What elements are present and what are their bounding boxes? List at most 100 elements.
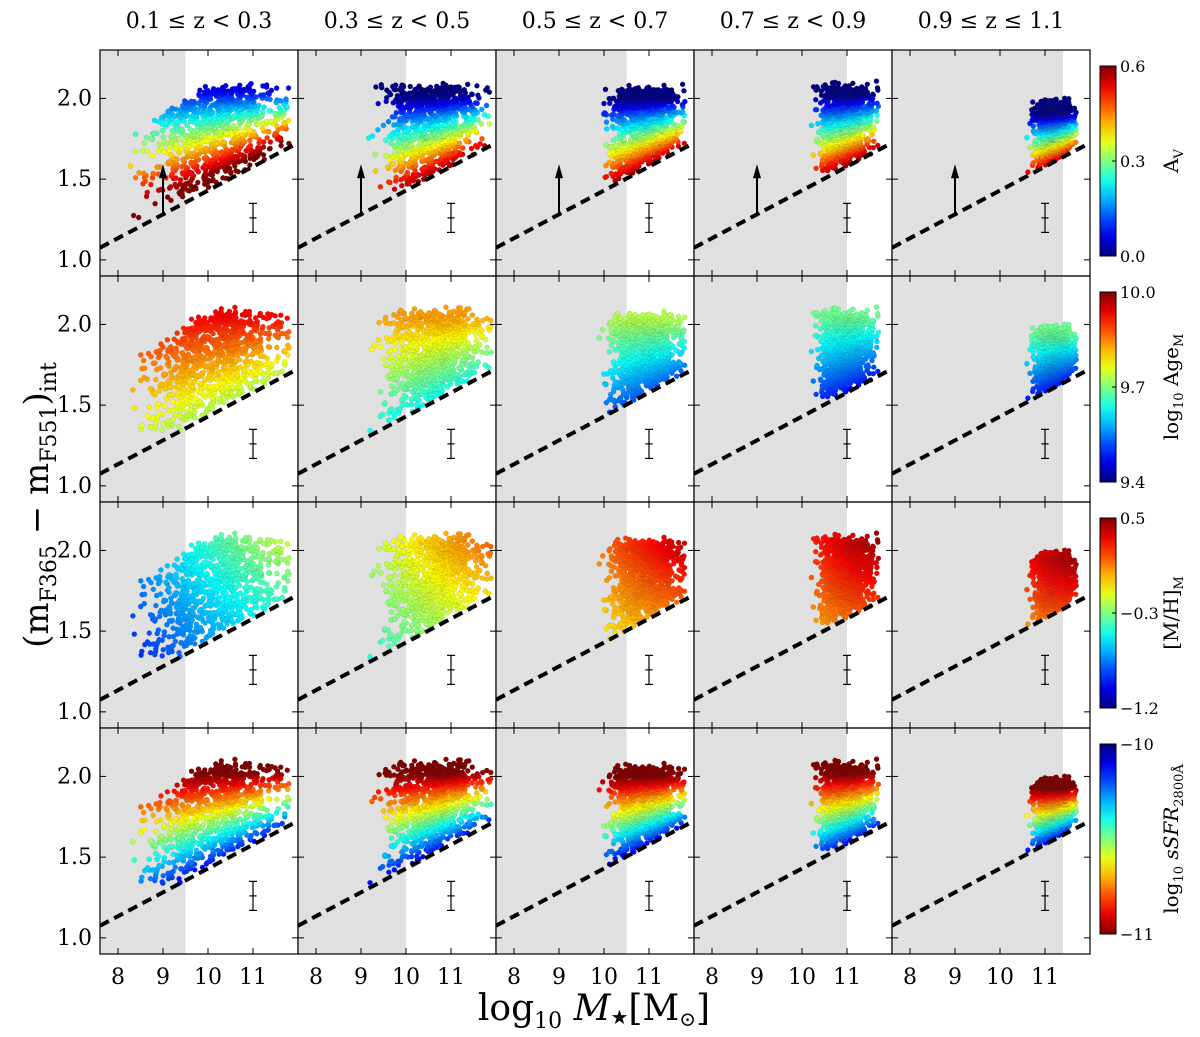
data-point (850, 80, 856, 87)
data-point (427, 84, 434, 90)
data-point (392, 82, 399, 88)
data-point (873, 78, 880, 84)
data-point (210, 85, 217, 92)
data-point (159, 427, 165, 433)
data-point (817, 150, 824, 156)
data-point (875, 142, 881, 149)
data-point (276, 104, 283, 111)
data-point (390, 160, 397, 167)
data-point (148, 181, 154, 188)
data-point (260, 144, 267, 150)
data-point (160, 420, 166, 427)
data-point (391, 186, 398, 192)
data-point (610, 111, 617, 117)
data-point (655, 87, 662, 93)
data-point (874, 118, 880, 125)
data-point (147, 423, 154, 430)
data-point (146, 404, 153, 410)
data-point (130, 212, 137, 219)
data-point (187, 407, 193, 413)
data-point (153, 376, 159, 383)
data-point (197, 87, 203, 93)
data-point (645, 84, 652, 90)
data-point (1030, 128, 1037, 134)
data-point (619, 86, 625, 93)
scatter-points (808, 78, 882, 174)
data-point (1032, 138, 1039, 144)
data-point (378, 81, 385, 88)
data-point (176, 423, 182, 430)
data-point (220, 175, 226, 181)
scatter-points (600, 81, 688, 184)
data-point (854, 85, 860, 92)
data-point (609, 123, 616, 130)
data-point (161, 403, 168, 409)
panel-plot-area (100, 276, 298, 502)
data-point (139, 422, 145, 429)
data-point (177, 177, 184, 183)
data-point (273, 370, 279, 376)
data-point (814, 136, 820, 143)
data-point (187, 169, 193, 175)
data-point (382, 137, 389, 144)
data-point (170, 399, 176, 405)
data-point (417, 140, 423, 146)
data-point (858, 84, 865, 90)
data-point (156, 141, 163, 147)
data-point (193, 395, 200, 401)
data-point (169, 105, 175, 111)
data-point (475, 117, 481, 123)
data-point (832, 79, 838, 86)
data-point (384, 87, 390, 93)
data-point (808, 122, 815, 129)
data-point (263, 82, 270, 88)
data-point (375, 127, 381, 133)
data-point (818, 126, 825, 132)
data-point (135, 214, 142, 221)
data-point (272, 130, 278, 137)
data-point (188, 159, 194, 165)
data-point (158, 381, 164, 388)
data-point (181, 98, 188, 104)
data-point (260, 108, 266, 115)
data-point (166, 158, 172, 165)
data-point (388, 140, 394, 146)
data-point (202, 145, 209, 151)
data-point (202, 83, 209, 90)
data-point (606, 159, 613, 166)
data-point (372, 168, 379, 174)
data-point (610, 149, 616, 155)
data-point (172, 181, 178, 188)
panel: 1.01.52.0 (57, 275, 299, 503)
data-point (870, 91, 876, 97)
data-point (162, 112, 168, 119)
data-point (278, 142, 284, 149)
data-point (230, 122, 237, 129)
data-point (248, 80, 254, 87)
data-point (247, 162, 253, 168)
data-point (608, 170, 615, 177)
data-point (610, 95, 617, 101)
data-point (187, 126, 193, 132)
data-point (233, 168, 239, 174)
data-point (127, 163, 134, 169)
data-point (130, 387, 136, 393)
data-point (174, 119, 181, 125)
data-point (244, 94, 250, 100)
data-point (417, 126, 424, 132)
data-point (205, 87, 211, 94)
data-point (141, 365, 148, 372)
data-point (267, 139, 274, 145)
data-point (472, 100, 479, 106)
data-point (455, 84, 461, 90)
data-point (468, 91, 475, 97)
data-point (169, 391, 176, 398)
data-point (152, 200, 158, 207)
data-point (149, 152, 156, 159)
data-point (393, 174, 399, 181)
data-point (416, 83, 423, 89)
data-point (141, 170, 147, 177)
data-point (375, 100, 381, 107)
data-point (132, 148, 138, 154)
data-point (448, 84, 454, 90)
